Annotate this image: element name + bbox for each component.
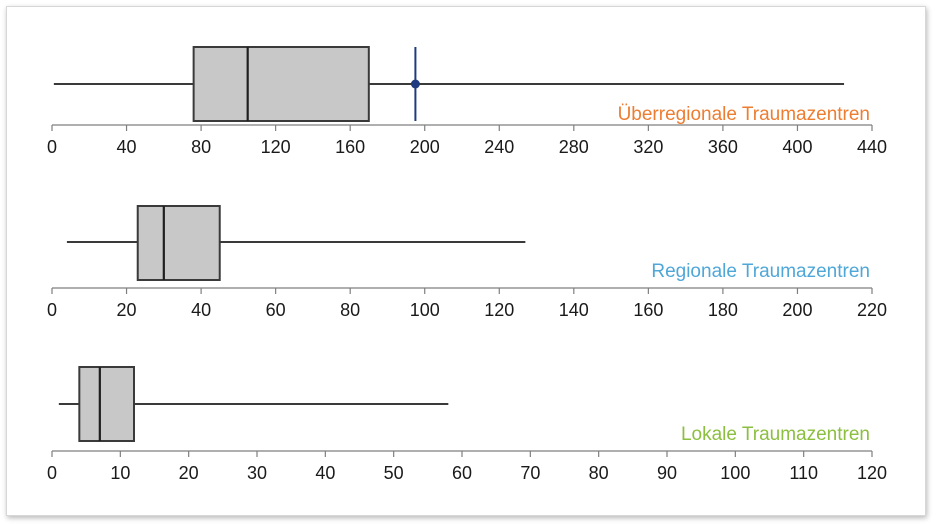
ueberregionale-tick-label: 440 bbox=[857, 137, 887, 157]
lokale-tick-label: 90 bbox=[657, 463, 677, 483]
ueberregionale-tick-label: 240 bbox=[484, 137, 514, 157]
regionale-series-label: Regionale Traumazentren bbox=[651, 261, 870, 282]
ueberregionale-reference-point bbox=[410, 79, 420, 89]
ueberregionale-tick-label: 160 bbox=[335, 137, 365, 157]
panel-ueberregionale: 0 40 80 120 160 200 240 280 320 360 400 440 Überregi… bbox=[47, 46, 887, 157]
lokale-tick-label: 10 bbox=[110, 463, 130, 483]
panel-lokale: 0 10 20 30 40 50 60 70 80 90 100 110 120 Lokale Traum… bbox=[47, 366, 887, 483]
lokale-tick-label: 20 bbox=[179, 463, 199, 483]
ueberregionale-tick-label: 0 bbox=[47, 137, 57, 157]
regionale-box bbox=[136, 205, 221, 281]
regionale-tick-label: 180 bbox=[708, 300, 738, 320]
ueberregionale-tick-label: 320 bbox=[633, 137, 663, 157]
panel-regionale: 0 20 40 60 80 100 120 140 160 180 200 220 Regionale … bbox=[47, 205, 887, 320]
lokale-tick-label: 110 bbox=[789, 463, 818, 483]
regionale-tick-label: 20 bbox=[117, 300, 137, 320]
lokale-series-label: Lokale Traumazentren bbox=[681, 424, 870, 445]
ueberregionale-box bbox=[192, 46, 370, 122]
regionale-tick-label: 120 bbox=[484, 300, 514, 320]
lokale-tick-label: 70 bbox=[520, 463, 540, 483]
regionale-tick-label: 40 bbox=[191, 300, 211, 320]
regionale-tick-label: 140 bbox=[559, 300, 589, 320]
regionale-tick-label: 160 bbox=[633, 300, 663, 320]
regionale-tick-label: 0 bbox=[47, 300, 57, 320]
regionale-tick-label: 60 bbox=[266, 300, 286, 320]
lokale-tick-label: 100 bbox=[720, 463, 750, 483]
lokale-tick-label: 60 bbox=[452, 463, 472, 483]
lokale-tick-label: 50 bbox=[384, 463, 404, 483]
ueberregionale-tick-label: 120 bbox=[261, 137, 291, 157]
regionale-tick-label: 100 bbox=[410, 300, 440, 320]
lokale-tick-label: 40 bbox=[315, 463, 335, 483]
regionale-tick-label: 80 bbox=[340, 300, 360, 320]
lokale-tick-label: 80 bbox=[589, 463, 609, 483]
ueberregionale-tick-label: 360 bbox=[708, 137, 738, 157]
ueberregionale-tick-label: 80 bbox=[191, 137, 211, 157]
lokale-tick-label: 0 bbox=[47, 463, 57, 483]
regionale-tick-label: 200 bbox=[782, 300, 812, 320]
lokale-tick-label: 120 bbox=[857, 463, 887, 483]
lokale-tick-label: 30 bbox=[247, 463, 267, 483]
ueberregionale-series-label: Überregionale Traumazentren bbox=[618, 104, 870, 125]
regionale-tick-label: 220 bbox=[857, 300, 887, 320]
ueberregionale-tick-label: 40 bbox=[117, 137, 137, 157]
ueberregionale-tick-label: 200 bbox=[410, 137, 440, 157]
ueberregionale-tick-label: 400 bbox=[782, 137, 812, 157]
lokale-box bbox=[78, 366, 136, 442]
ueberregionale-tick-label: 280 bbox=[559, 137, 589, 157]
